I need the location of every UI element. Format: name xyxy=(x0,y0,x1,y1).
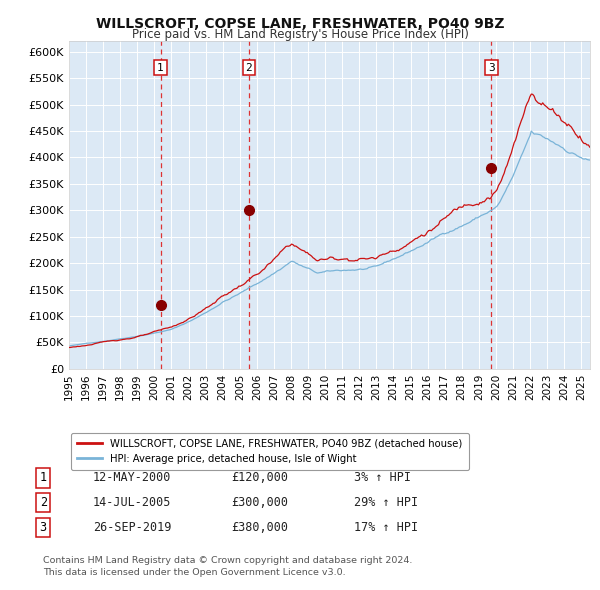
Text: 14-JUL-2005: 14-JUL-2005 xyxy=(93,496,172,509)
Text: £120,000: £120,000 xyxy=(231,471,288,484)
Text: 3% ↑ HPI: 3% ↑ HPI xyxy=(354,471,411,484)
Text: £380,000: £380,000 xyxy=(231,521,288,534)
Text: 2: 2 xyxy=(245,63,252,73)
Text: This data is licensed under the Open Government Licence v3.0.: This data is licensed under the Open Gov… xyxy=(43,568,346,576)
Text: 17% ↑ HPI: 17% ↑ HPI xyxy=(354,521,418,534)
Text: WILLSCROFT, COPSE LANE, FRESHWATER, PO40 9BZ: WILLSCROFT, COPSE LANE, FRESHWATER, PO40… xyxy=(96,17,504,31)
Text: 29% ↑ HPI: 29% ↑ HPI xyxy=(354,496,418,509)
Text: £300,000: £300,000 xyxy=(231,496,288,509)
Text: Contains HM Land Registry data © Crown copyright and database right 2024.: Contains HM Land Registry data © Crown c… xyxy=(43,556,413,565)
Legend: WILLSCROFT, COPSE LANE, FRESHWATER, PO40 9BZ (detached house), HPI: Average pric: WILLSCROFT, COPSE LANE, FRESHWATER, PO40… xyxy=(71,432,469,470)
Text: 12-MAY-2000: 12-MAY-2000 xyxy=(93,471,172,484)
Text: 3: 3 xyxy=(488,63,495,73)
Text: 1: 1 xyxy=(40,471,47,484)
Text: Price paid vs. HM Land Registry's House Price Index (HPI): Price paid vs. HM Land Registry's House … xyxy=(131,28,469,41)
Text: 3: 3 xyxy=(40,521,47,534)
Text: 1: 1 xyxy=(157,63,164,73)
Text: 2: 2 xyxy=(40,496,47,509)
Text: 26-SEP-2019: 26-SEP-2019 xyxy=(93,521,172,534)
